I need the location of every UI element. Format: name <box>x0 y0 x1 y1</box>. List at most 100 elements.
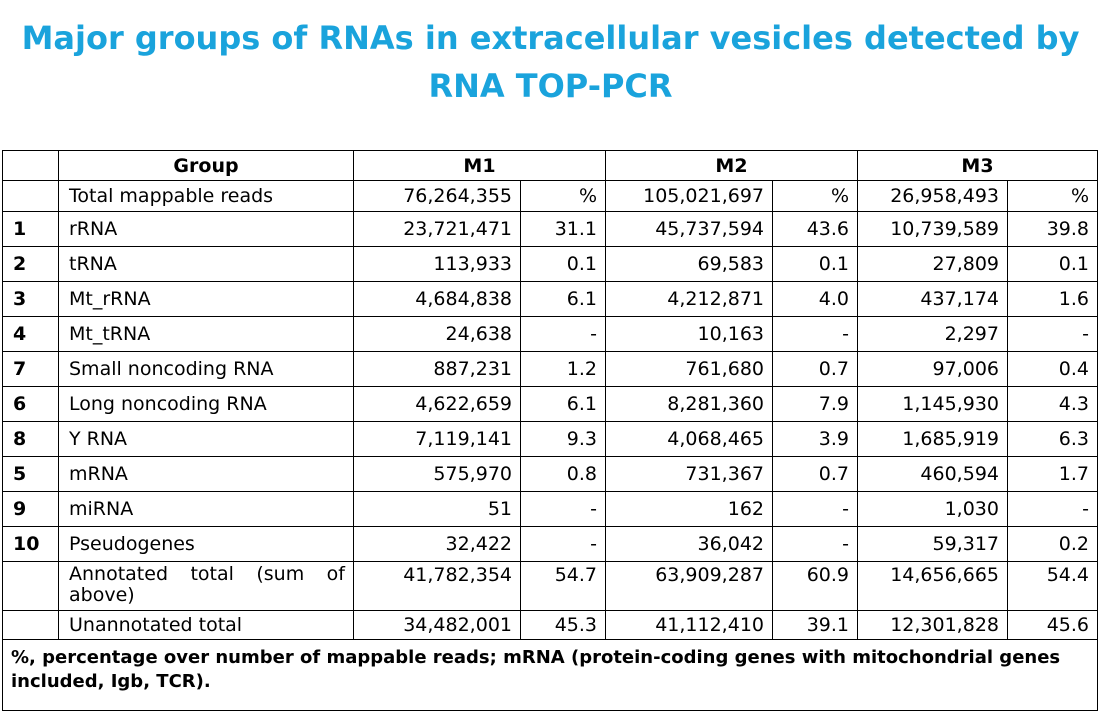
row-index: 3 <box>2 281 59 317</box>
m3-value: 1,145,930 <box>857 386 1008 422</box>
m3-value: 59,317 <box>857 526 1008 562</box>
m2-value: 45,737,594 <box>605 211 773 247</box>
table-row: 4 Mt_tRNA 24,638 - 10,163 - 2,297 - <box>2 316 1098 352</box>
row-group: tRNA <box>58 246 354 282</box>
table-row: 9 miRNA 51 - 162 - 1,030 - <box>2 491 1098 527</box>
m2-pct: 4.0 <box>772 281 858 317</box>
table-row: 5 mRNA 575,970 0.8 731,367 0.7 460,594 1… <box>2 456 1098 492</box>
row-index <box>2 610 59 640</box>
table-header-row: Group M1 M2 M3 <box>2 150 1098 181</box>
row-group: Pseudogenes <box>58 526 354 562</box>
row-index: 4 <box>2 316 59 352</box>
header-m1: M1 <box>353 150 606 181</box>
m3-pct: 0.4 <box>1007 351 1098 387</box>
m1-pct: 0.8 <box>520 456 606 492</box>
row-group: Mt_tRNA <box>58 316 354 352</box>
row-index: 1 <box>2 211 59 247</box>
m2-pct: 60.9 <box>772 561 858 611</box>
m2-value: 10,163 <box>605 316 773 352</box>
m1-pct: 6.1 <box>520 281 606 317</box>
m3-value: 437,174 <box>857 281 1008 317</box>
row-index: 9 <box>2 491 59 527</box>
unannotated-total-row: Unannotated total 34,482,001 45.3 41,112… <box>2 610 1098 640</box>
row-group: Long noncoding RNA <box>58 386 354 422</box>
m2-value: 63,909,287 <box>605 561 773 611</box>
m3-pct: 54.4 <box>1007 561 1098 611</box>
m1-value: 51 <box>353 491 521 527</box>
header-group: Group <box>58 150 354 181</box>
m3-value: 97,006 <box>857 351 1008 387</box>
m1-pct: - <box>520 491 606 527</box>
m1-pct: - <box>520 526 606 562</box>
m1-value: 887,231 <box>353 351 521 387</box>
row-index: 2 <box>2 246 59 282</box>
row-index: 7 <box>2 351 59 387</box>
row-group: Mt_rRNA <box>58 281 354 317</box>
m2-pct: 43.6 <box>772 211 858 247</box>
m1-pct: 45.3 <box>520 610 606 640</box>
m3-value: 26,958,493 <box>857 180 1008 212</box>
row-group: Y RNA <box>58 421 354 457</box>
m1-value: 34,482,001 <box>353 610 521 640</box>
footnote-row: %, percentage over number of mappable re… <box>2 639 1098 711</box>
m2-pct: - <box>772 491 858 527</box>
m1-pct: 0.1 <box>520 246 606 282</box>
m2-value: 36,042 <box>605 526 773 562</box>
m2-pct: 0.1 <box>772 246 858 282</box>
table-row: 8 Y RNA 7,119,141 9.3 4,068,465 3.9 1,68… <box>2 421 1098 457</box>
rna-groups-table: Group M1 M2 M3 Total mappable reads 76,2… <box>2 150 1098 711</box>
header-m2: M2 <box>605 150 858 181</box>
m3-pct: - <box>1007 491 1098 527</box>
m2-value: 162 <box>605 491 773 527</box>
table-row: 3 Mt_rRNA 4,684,838 6.1 4,212,871 4.0 43… <box>2 281 1098 317</box>
m3-value: 1,030 <box>857 491 1008 527</box>
m3-pct: - <box>1007 316 1098 352</box>
m3-value: 1,685,919 <box>857 421 1008 457</box>
table-row: 6 Long noncoding RNA 4,622,659 6.1 8,281… <box>2 386 1098 422</box>
m3-pct: 6.3 <box>1007 421 1098 457</box>
m2-pct: 39.1 <box>772 610 858 640</box>
row-group: Total mappable reads <box>58 180 354 212</box>
header-m3: M3 <box>857 150 1098 181</box>
m3-pct: 4.3 <box>1007 386 1098 422</box>
m1-value: 4,684,838 <box>353 281 521 317</box>
table-row: 7 Small noncoding RNA 887,231 1.2 761,68… <box>2 351 1098 387</box>
annotated-total-row: Annotated total (sum of above) 41,782,35… <box>2 561 1098 611</box>
row-index <box>2 180 59 212</box>
m2-value: 4,212,871 <box>605 281 773 317</box>
row-group: Unannotated total <box>58 610 354 640</box>
m2-pct: - <box>772 316 858 352</box>
m3-pct: 45.6 <box>1007 610 1098 640</box>
m2-value: 731,367 <box>605 456 773 492</box>
row-group: Annotated total (sum of above) <box>58 561 354 611</box>
m1-value: 76,264,355 <box>353 180 521 212</box>
m3-pct: % <box>1007 180 1098 212</box>
table-footnote: %, percentage over number of mappable re… <box>2 639 1098 711</box>
m3-value: 10,739,589 <box>857 211 1008 247</box>
m2-pct: 3.9 <box>772 421 858 457</box>
table-row: 2 tRNA 113,933 0.1 69,583 0.1 27,809 0.1 <box>2 246 1098 282</box>
m2-value: 8,281,360 <box>605 386 773 422</box>
m2-value: 41,112,410 <box>605 610 773 640</box>
row-group: Small noncoding RNA <box>58 351 354 387</box>
row-index: 10 <box>2 526 59 562</box>
m2-value: 761,680 <box>605 351 773 387</box>
header-index <box>2 150 59 181</box>
m1-value: 113,933 <box>353 246 521 282</box>
row-index: 6 <box>2 386 59 422</box>
m1-pct: 9.3 <box>520 421 606 457</box>
table-row: 10 Pseudogenes 32,422 - 36,042 - 59,317 … <box>2 526 1098 562</box>
title-line-2: RNA TOP-PCR <box>428 67 673 105</box>
m1-value: 4,622,659 <box>353 386 521 422</box>
m1-pct: - <box>520 316 606 352</box>
row-index <box>2 561 59 611</box>
m3-pct: 0.1 <box>1007 246 1098 282</box>
row-group: mRNA <box>58 456 354 492</box>
m1-value: 24,638 <box>353 316 521 352</box>
page-title: Major groups of RNAs in extracellular ve… <box>0 14 1101 110</box>
m2-pct: 7.9 <box>772 386 858 422</box>
m1-value: 23,721,471 <box>353 211 521 247</box>
m3-pct: 39.8 <box>1007 211 1098 247</box>
total-mappable-row: Total mappable reads 76,264,355 % 105,02… <box>2 180 1098 212</box>
m2-pct: 0.7 <box>772 456 858 492</box>
